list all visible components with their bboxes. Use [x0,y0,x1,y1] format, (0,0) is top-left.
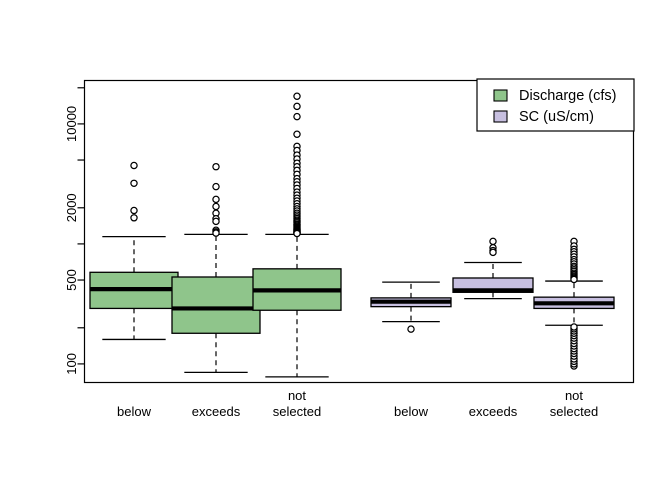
outlier-point [130,161,138,170]
outlier-point [130,206,138,215]
outlier-point [570,275,578,284]
outlier-point [212,202,220,211]
y-axis-tick-label: 500 [64,269,79,291]
legend-swatch-1 [493,89,508,102]
outlier-point [212,217,220,226]
x-axis-label: below [394,404,429,419]
outlier-point [212,162,220,171]
legend: Discharge (cfs) SC (uS/cm) [476,78,635,132]
outlier-point [130,179,138,188]
outlier-point [293,229,301,238]
box-group [252,92,342,378]
box-group [452,237,534,300]
outlier-point [212,195,220,204]
x-axis-label-line2: selected [550,404,598,419]
outlier-point [293,130,301,138]
legend-swatch-2 [493,110,508,123]
outlier-point [489,248,497,257]
outlier-point [293,112,301,121]
outlier-point [293,102,301,111]
x-axis-label-line2: selected [273,404,321,419]
y-axis-tick-label: 100 [64,353,79,375]
legend-label-1: Discharge (cfs) [519,88,617,104]
outlier-point [130,214,138,222]
x-axis-label-line1: not [565,388,583,403]
box-rect [171,276,261,334]
outlier-point [407,325,415,333]
outlier-point [293,92,301,100]
outlier-point [212,229,220,237]
box-group [533,237,615,370]
box-group [370,281,452,333]
legend-label-2: SC (uS/cm) [519,109,594,125]
outlier-point [489,237,497,246]
x-axis-label: below [117,404,152,419]
box-group [89,161,179,341]
x-axis-label: exceeds [469,404,518,419]
y-axis-tick-label: 10000 [64,106,79,142]
x-axis-label: exceeds [192,404,241,419]
y-axis-tick-label: 2000 [64,193,79,222]
outlier-point [212,182,220,191]
x-axis-label-line1: not [288,388,306,403]
box-group [171,162,261,374]
plot-frame [83,79,635,384]
outlier-point [570,323,578,331]
